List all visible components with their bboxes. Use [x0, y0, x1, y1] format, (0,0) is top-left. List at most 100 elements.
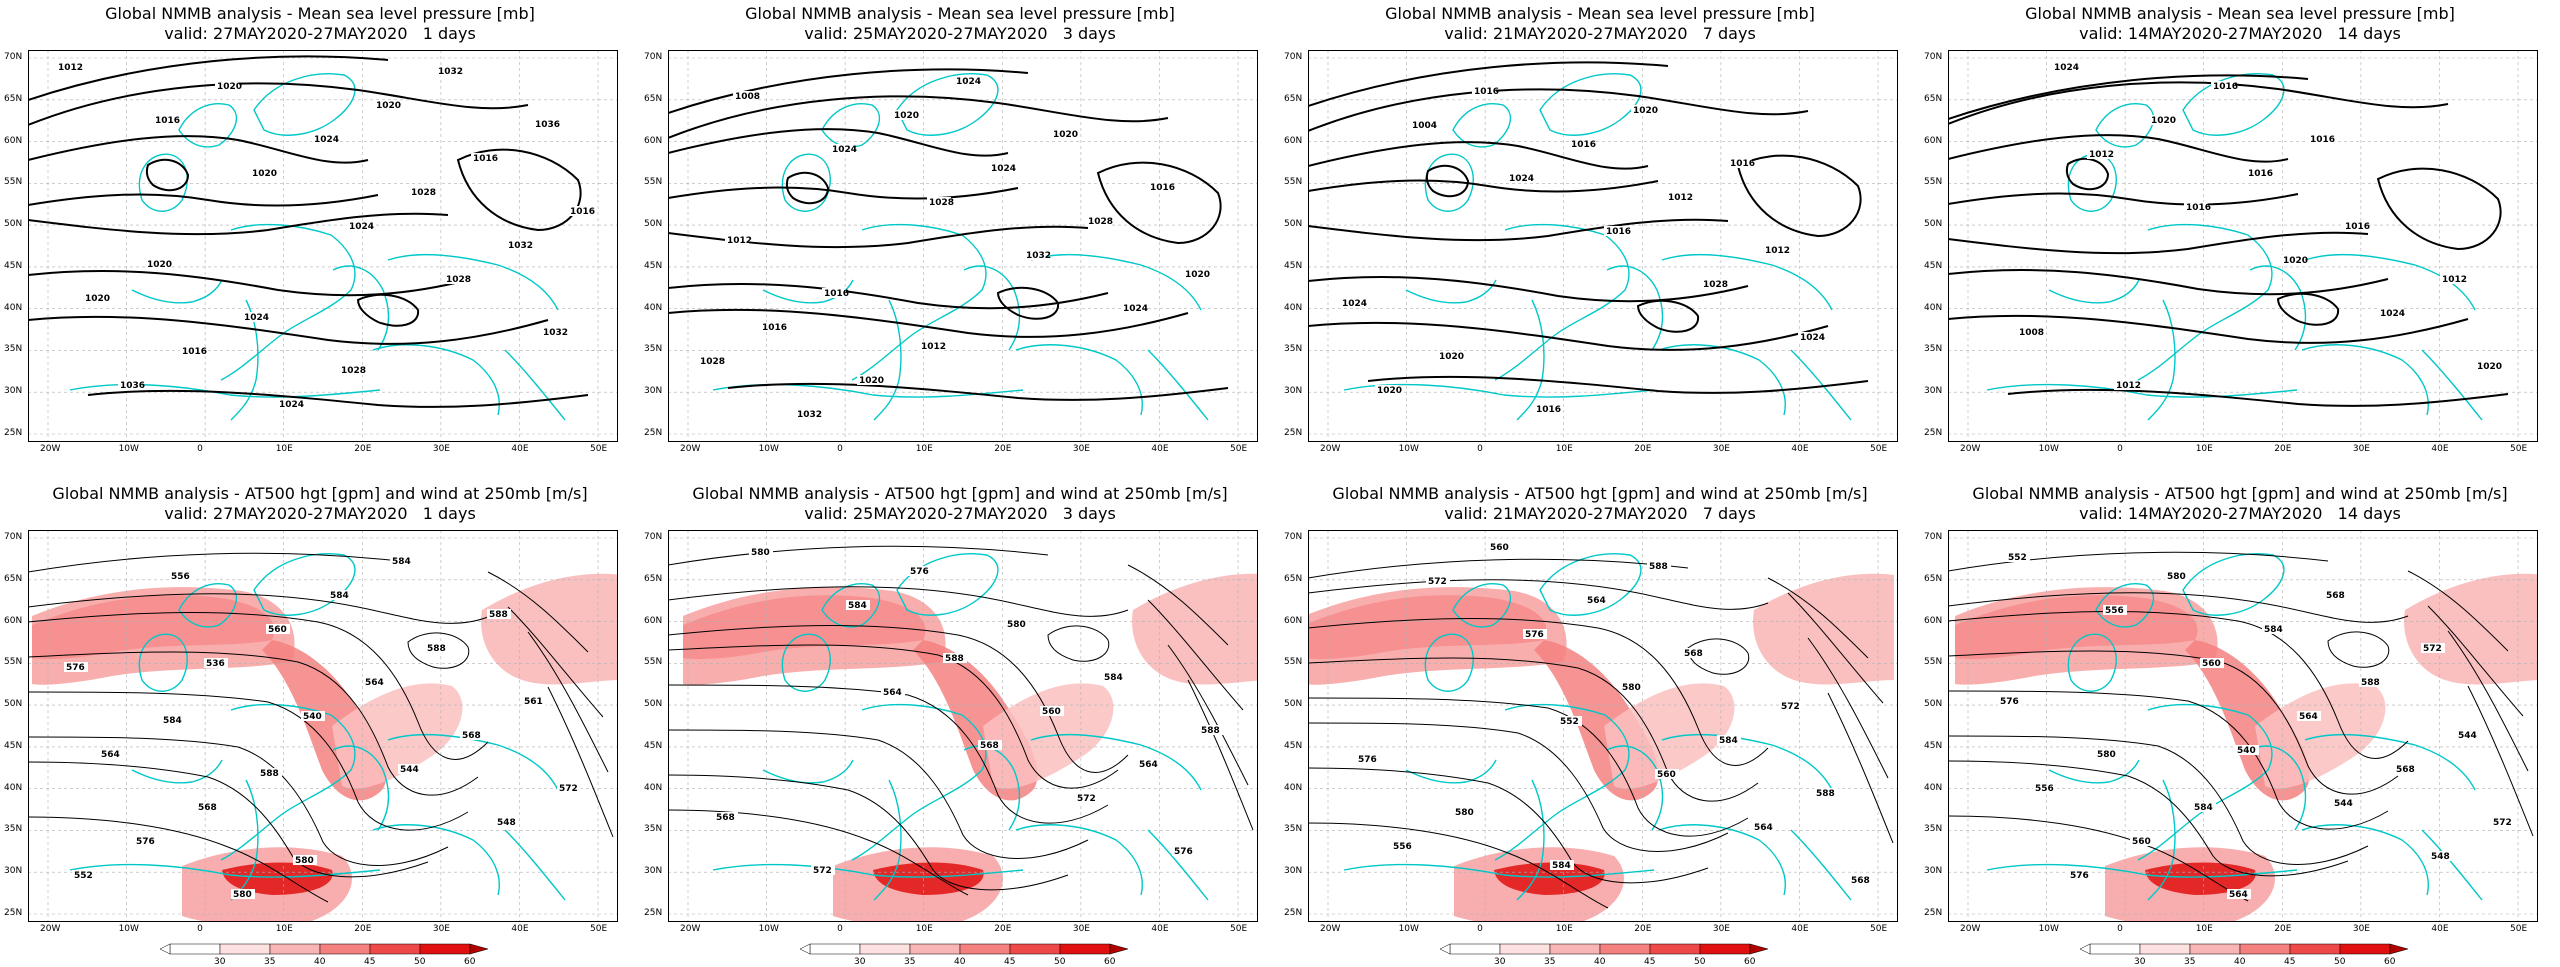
contour-label: 556 — [2035, 784, 2054, 794]
contour-label: 1020 — [1439, 352, 1464, 362]
contour-label-bg — [2184, 202, 2208, 212]
isoline — [1636, 299, 1700, 333]
map-plot: 552 560 564 568 572 576 580 584 588 556 560 564 568 5… — [1308, 530, 1898, 922]
contour-label-bg — [1340, 298, 1364, 308]
contour-label-bg — [471, 153, 495, 163]
contour-label: 1024 — [956, 77, 981, 87]
contour-label-bg — [2087, 149, 2111, 159]
longitude-tick-label: 10W — [2038, 924, 2059, 934]
colorbar-label: 35 — [904, 957, 916, 967]
contour-label-bg — [2378, 308, 2402, 318]
coastline — [253, 553, 356, 616]
longitude-tick-label: 0 — [1477, 924, 1483, 934]
contour-label-bg — [811, 865, 835, 875]
colorbar-segment — [2289, 943, 2341, 955]
contour-label: 544 — [2458, 731, 2477, 741]
contour-label-bg — [258, 768, 282, 778]
contour-label: 1024 — [991, 164, 1016, 174]
contour-label: 1020 — [1633, 106, 1658, 116]
longitude-tick-label: 40E — [2431, 924, 2449, 934]
map-plot: 540 544 548 552 556 560 564 568 572 576 580 584 588 5… — [1948, 530, 2538, 922]
longitude-tick-label: 50E — [1870, 924, 1888, 934]
contour-label-bg — [989, 163, 1013, 173]
isoline — [487, 571, 589, 653]
latitude-tick-label: 35N — [644, 824, 663, 835]
contour-label: 564 — [883, 688, 902, 698]
coastline — [781, 153, 831, 212]
coastline — [69, 863, 381, 878]
isoline — [2467, 685, 2534, 837]
contour-label-bg — [425, 643, 449, 653]
contour-label-bg — [760, 322, 784, 332]
coastline — [1424, 153, 1474, 212]
contour-label-bg — [2103, 605, 2127, 615]
contour-label-bg — [1849, 875, 1873, 885]
isoline — [668, 684, 1109, 824]
colorbar-label: 45 — [1004, 957, 1016, 967]
contour-label: 584 — [163, 716, 182, 726]
contour-label: 576 — [910, 567, 929, 577]
latitude-tick-label: 50N — [1924, 219, 1943, 230]
contour-label-bg — [822, 288, 846, 298]
contour-label-bg — [714, 812, 738, 822]
contour-label: 576 — [1358, 755, 1377, 765]
latitude-tick-label: 60N — [1284, 615, 1303, 626]
isoline — [727, 382, 1229, 401]
jet-wind-shading — [1494, 862, 1605, 895]
coastline — [1658, 344, 1786, 416]
latitude-tick-label: 35N — [644, 344, 663, 355]
isoline — [28, 651, 479, 796]
contour-label-bg — [541, 327, 565, 337]
latitude-tick-label: 25N — [1924, 908, 1943, 918]
longitude-tick-label: 20W — [1320, 924, 1341, 934]
contour-label-bg — [145, 259, 169, 269]
latitude-tick-label: 45N — [1284, 740, 1303, 751]
contour-label: 1024 — [244, 313, 269, 323]
isoline — [668, 774, 1069, 891]
isoline — [1127, 564, 1229, 646]
map-panel: Global NMMB analysis - Mean sea level pr… — [0, 0, 640, 480]
contour-label: 1012 — [727, 236, 752, 246]
contour-label-bg — [1121, 303, 1145, 313]
contour-label-bg — [2421, 643, 2445, 653]
latitude-tick-label: 35N — [4, 824, 23, 835]
contour-label: 540 — [303, 712, 322, 722]
colorbar-segment — [1009, 943, 1061, 955]
contour-label: 1008 — [2019, 328, 2044, 338]
contour-label: 1024 — [2380, 309, 2405, 319]
contour-label: 580 — [1455, 808, 1474, 818]
contour-label-bg — [118, 380, 142, 390]
isoline — [2407, 570, 2509, 652]
colorbar-segment — [1599, 943, 1651, 955]
contour-label: 584 — [330, 591, 349, 601]
isoline — [1308, 321, 1829, 351]
isoline — [1167, 644, 1249, 786]
longitude-tick-label: 0 — [1477, 444, 1483, 454]
isoline — [28, 761, 429, 878]
contour-label: 584 — [848, 601, 867, 611]
isoline — [996, 286, 1060, 320]
contour-label: 572 — [2493, 818, 2512, 828]
latitude-tick-label: 25N — [1284, 908, 1303, 918]
contour-label: 564 — [1139, 760, 1158, 770]
contour-label: 556 — [1393, 842, 1412, 852]
contour-label: 572 — [559, 784, 578, 794]
isoline — [1948, 134, 2289, 163]
latitude-tick-label: 40N — [644, 782, 663, 793]
contour-label: 576 — [66, 663, 85, 673]
contour-label: 1016 — [570, 207, 595, 217]
colorbar-extend-arrow — [469, 943, 489, 955]
colorbar-label: 40 — [2234, 957, 2246, 967]
contour-label-bg — [266, 624, 290, 634]
isoline — [28, 135, 369, 164]
contour-label-bg — [495, 817, 519, 827]
isoline — [1948, 192, 2299, 206]
coastline — [712, 863, 1024, 878]
contour-label: 1020 — [147, 260, 172, 270]
contour-label-bg — [2429, 851, 2453, 861]
longitude-tick-label: 50E — [2510, 924, 2528, 934]
longitude-tick-label: 20E — [994, 444, 1012, 454]
contour-label: 552 — [2008, 553, 2027, 563]
coastline — [873, 779, 902, 901]
colorbar-label: 50 — [1054, 957, 1066, 967]
